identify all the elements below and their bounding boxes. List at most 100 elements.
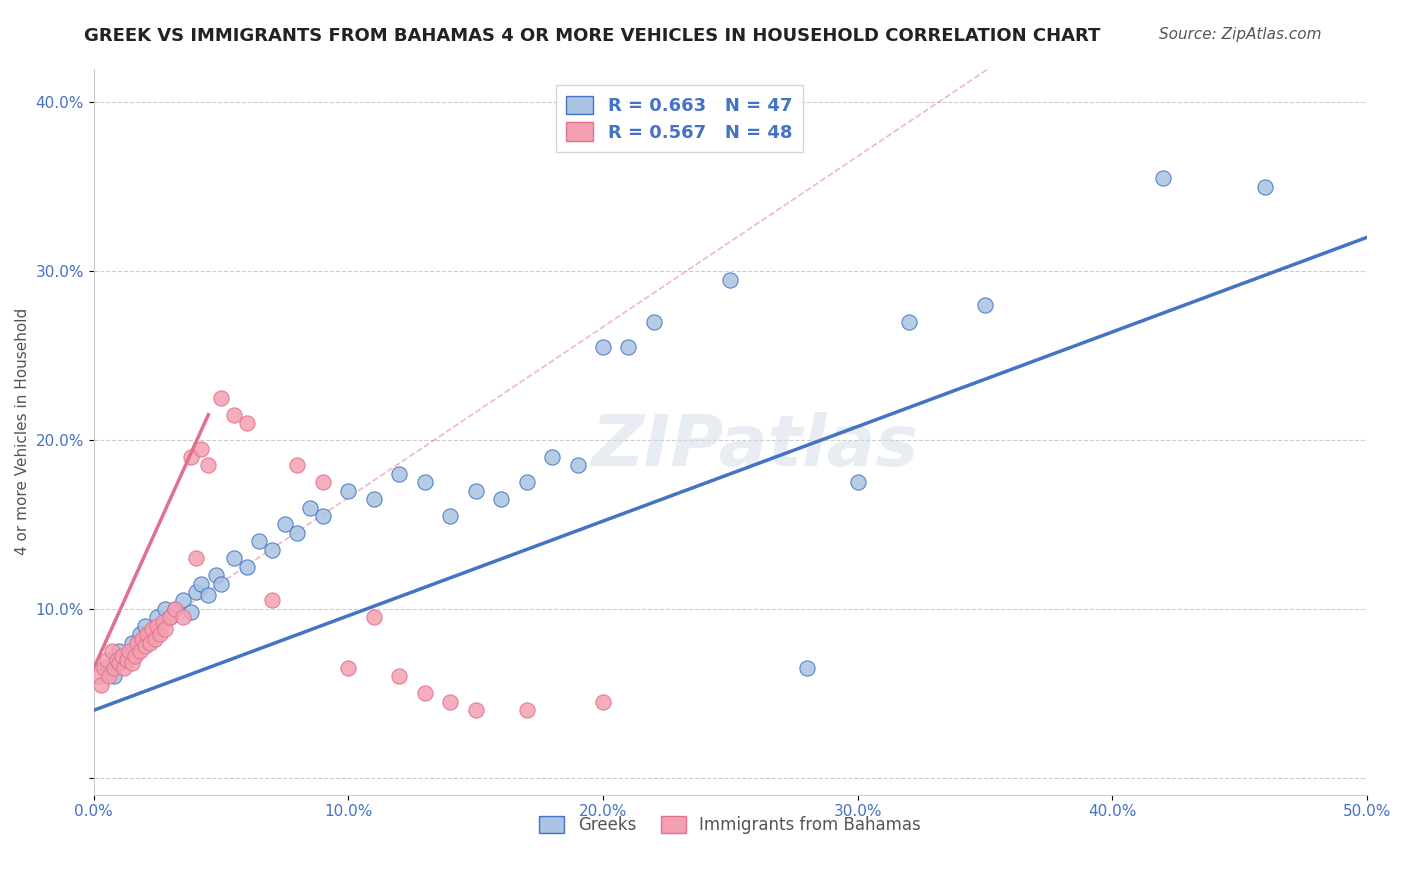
Point [439, 509, 461, 524]
Point [112, 652, 135, 666]
Point [567, 458, 589, 473]
Point [363, 610, 385, 624]
Point [643, 315, 665, 329]
Point [143, 632, 166, 647]
Point [172, 593, 194, 607]
Point [152, 615, 174, 630]
Point [190, 442, 212, 456]
Point [197, 458, 219, 473]
Point [209, 576, 232, 591]
Point [128, 627, 150, 641]
Point [516, 703, 538, 717]
Point [139, 627, 162, 641]
Point [159, 610, 181, 624]
Point [112, 661, 135, 675]
Point [180, 450, 202, 464]
Point [180, 605, 202, 619]
Point [464, 483, 486, 498]
Point [128, 644, 150, 658]
Point [96, 661, 118, 675]
Point [125, 636, 148, 650]
Point [134, 619, 156, 633]
Point [93, 661, 115, 675]
Point [98, 669, 121, 683]
Point [287, 525, 309, 540]
Point [159, 610, 181, 624]
Point [121, 656, 143, 670]
Point [388, 669, 411, 683]
Point [172, 610, 194, 624]
Point [100, 644, 122, 658]
Point [96, 652, 118, 666]
Point [209, 391, 232, 405]
Point [363, 492, 385, 507]
Point [108, 656, 131, 670]
Point [205, 568, 228, 582]
Point [139, 636, 162, 650]
Point [312, 475, 335, 490]
Point [190, 576, 212, 591]
Y-axis label: 4 or more Vehicles in Household: 4 or more Vehicles in Household [15, 308, 30, 555]
Point [464, 703, 486, 717]
Point [165, 602, 187, 616]
Point [299, 500, 322, 515]
Point [617, 340, 640, 354]
Point [146, 619, 169, 633]
Text: GREEK VS IMMIGRANTS FROM BAHAMAS 4 OR MORE VEHICLES IN HOUSEHOLD CORRELATION CHA: GREEK VS IMMIGRANTS FROM BAHAMAS 4 OR MO… [84, 27, 1101, 45]
Point [235, 416, 257, 430]
Point [184, 585, 207, 599]
Point [413, 475, 436, 490]
Point [337, 661, 360, 675]
Point [136, 627, 159, 641]
Point [260, 593, 283, 607]
Point [134, 639, 156, 653]
Point [153, 622, 176, 636]
Point [235, 559, 257, 574]
Point [153, 602, 176, 616]
Point [489, 492, 512, 507]
Point [1152, 171, 1174, 186]
Point [131, 632, 153, 647]
Point [222, 408, 245, 422]
Point [90, 678, 112, 692]
Point [260, 542, 283, 557]
Point [141, 622, 163, 636]
Point [124, 649, 146, 664]
Point [1254, 179, 1277, 194]
Point [247, 534, 270, 549]
Point [111, 649, 134, 664]
Point [197, 589, 219, 603]
Point [103, 669, 125, 683]
Point [312, 509, 335, 524]
Point [846, 475, 869, 490]
Point [541, 450, 564, 464]
Point [592, 340, 614, 354]
Text: Source: ZipAtlas.com: Source: ZipAtlas.com [1159, 27, 1322, 42]
Point [973, 298, 995, 312]
Point [165, 602, 187, 616]
Point [118, 644, 141, 658]
Point [897, 315, 920, 329]
Point [439, 695, 461, 709]
Point [103, 661, 125, 675]
Point [274, 517, 297, 532]
Point [121, 636, 143, 650]
Point [115, 652, 138, 666]
Point [222, 551, 245, 566]
Point [388, 467, 411, 481]
Legend: Greeks, Immigrants from Bahamas: Greeks, Immigrants from Bahamas [530, 806, 931, 845]
Point [516, 475, 538, 490]
Point [287, 458, 309, 473]
Point [413, 686, 436, 700]
Point [718, 272, 741, 286]
Point [592, 695, 614, 709]
Point [108, 644, 131, 658]
Point [146, 610, 169, 624]
Point [337, 483, 360, 498]
Point [796, 661, 818, 675]
Point [87, 669, 110, 683]
Text: ZIPatlas: ZIPatlas [592, 411, 920, 481]
Point [184, 551, 207, 566]
Point [105, 652, 128, 666]
Point [149, 627, 172, 641]
